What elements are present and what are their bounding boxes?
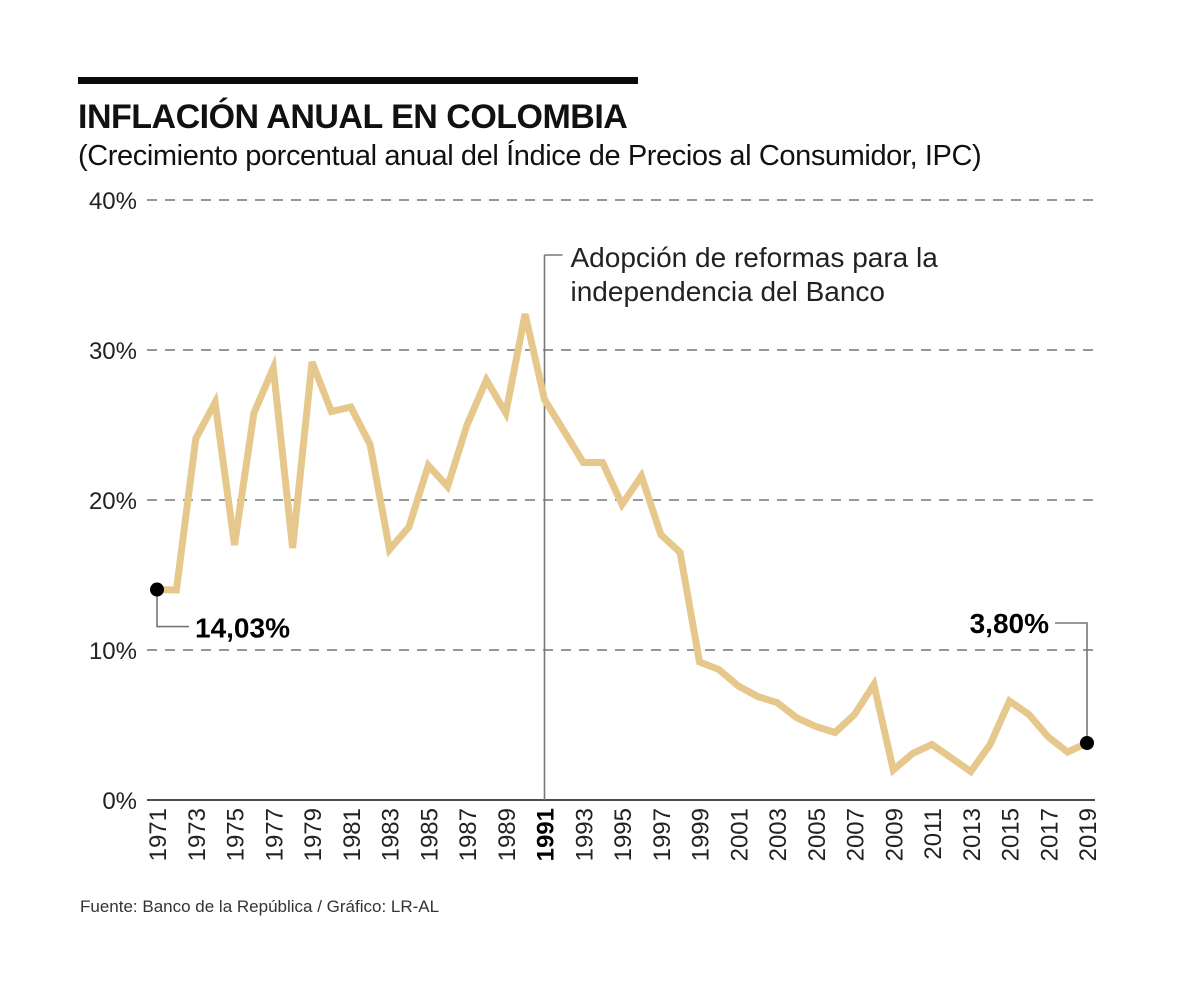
data-point-2005 [813,724,819,730]
y-tick-label: 20% [89,488,137,515]
data-point-2014 [987,742,993,748]
x-tick-label: 2005 [804,808,831,861]
series-line-inflacion [156,313,1089,777]
data-point-2002 [755,694,761,700]
data-point-1986 [445,484,451,490]
data-point-2012 [948,755,954,761]
data-point-1972 [173,587,179,593]
data-point-2017 [1045,734,1051,740]
x-tick-label: 1975 [223,808,250,861]
x-tick-label: 1977 [261,808,288,861]
data-point-1983 [387,547,393,553]
data-point-1985 [425,463,431,469]
data-point-1992 [561,428,567,434]
data-point-2018 [1065,749,1071,755]
x-tick-label: 1995 [610,808,637,861]
callout-2019-marker [1080,736,1094,750]
data-point-1981 [348,404,354,410]
data-point-2001 [735,683,741,689]
callout-1971: 14,03% [150,582,290,644]
x-tick-label: 1973 [184,808,211,861]
x-tick-label: 1987 [455,808,482,861]
x-tick-label: 1989 [494,808,521,861]
x-tick-label: 1991 [533,808,560,861]
data-point-2003 [774,700,780,706]
x-tick-label: 2007 [843,808,870,861]
chart-subtitle: (Crecimiento porcentual anual del Índice… [78,140,982,172]
data-point-1979 [309,359,315,365]
data-point-1993 [580,460,586,466]
data-point-2006 [832,730,838,736]
callout-1971-leader-line [156,589,189,628]
callout-1971-marker [150,582,164,597]
y-tick-label: 40% [89,188,137,215]
data-point-1989 [503,410,509,416]
x-tick-label: 2015 [998,808,1025,861]
annotation-1991-text-line-1: Adopción de reformas para la [571,242,939,273]
data-point-2000 [716,667,722,673]
x-tick-label: 1983 [378,808,405,861]
data-point-1995 [619,502,625,508]
data-point-2009 [890,767,896,773]
data-point-1996 [638,473,644,479]
x-axis-ticks: 1971 1973 1975 1977 1979 1981 1983 1985 1987 1989… [145,808,1102,861]
source-note: Fuente: Banco de la República / Gráfico:… [80,897,440,916]
data-point-1976 [251,410,257,416]
annotation-1991-text-line-2: independencia del Banco [571,276,885,307]
data-point-2016 [1026,712,1032,718]
data-point-1987 [464,422,470,428]
y-tick-label: 30% [89,338,137,365]
data-point-2015 [1007,698,1013,704]
data-point-1997 [658,532,664,538]
y-tick-label: 10% [89,638,137,665]
x-tick-label: 1979 [300,808,327,861]
x-tick-label: 1981 [339,808,366,861]
x-tick-label: 2011 [920,808,947,860]
x-tick-label: 1999 [688,808,715,861]
data-point-2007 [852,712,858,718]
data-point-1978 [290,545,296,551]
x-tick-label: 2003 [765,808,792,861]
data-point-2008 [871,682,877,688]
y-tick-label: 0% [102,788,137,815]
data-point-2013 [968,769,974,775]
data-point-1990 [522,311,528,317]
x-tick-label: 2009 [881,808,908,861]
data-point-1975 [232,542,238,548]
data-point-2011 [929,742,935,748]
x-tick-label: 1985 [416,808,443,861]
annotation-1991: Adopción de reformas para la independenc… [543,242,939,800]
callout-2019-label: 3,80% [970,608,1049,639]
callout-2019-leader-line [1055,622,1088,743]
data-point-1973 [193,436,199,442]
data-point-1991 [542,397,548,403]
callout-2019: 3,80% [970,608,1094,750]
x-tick-label: 1993 [571,808,598,861]
chart-title: INFLACIÓN ANUAL EN COLOMBIA [78,98,628,136]
x-tick-label: 2017 [1036,808,1063,861]
data-point-1994 [600,460,606,466]
x-tick-label: 1971 [145,808,172,861]
data-point-1977 [270,365,276,371]
x-tick-label: 2013 [959,808,986,861]
data-point-2004 [793,715,799,721]
x-tick-label: 1997 [649,808,676,861]
data-point-1984 [406,524,412,530]
data-point-1988 [483,377,489,383]
callout-1971-label: 14,03% [195,613,290,644]
top-rule [78,77,638,84]
data-point-2010 [910,751,916,757]
data-point-1974 [212,400,218,406]
x-tick-label: 2001 [726,808,753,861]
y-axis-ticks: 0% 10% 20% 30% 40% [89,188,137,815]
data-point-1998 [677,550,683,556]
data-point-1980 [328,409,334,415]
x-tick-label: 2019 [1075,808,1102,861]
data-point-1999 [697,659,703,665]
data-point-1982 [367,442,373,448]
